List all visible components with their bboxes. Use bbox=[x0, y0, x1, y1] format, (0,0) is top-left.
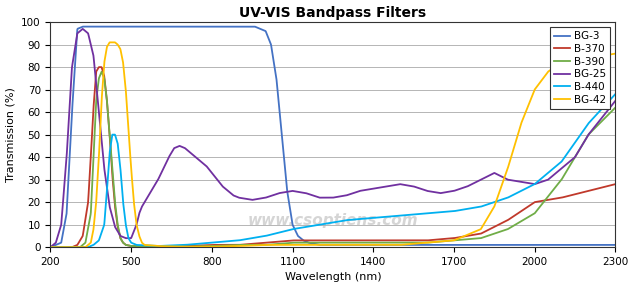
BG-42 bbox=[612, 52, 619, 55]
BG-25 bbox=[595, 119, 603, 123]
B-390 bbox=[321, 241, 329, 245]
B-440 bbox=[595, 110, 603, 114]
B-370 bbox=[95, 65, 103, 69]
BG-42 bbox=[492, 201, 500, 205]
BG-3 bbox=[595, 243, 603, 247]
B-440 bbox=[321, 222, 329, 226]
B-370 bbox=[47, 245, 55, 249]
BG-42 bbox=[595, 55, 603, 58]
BG-25 bbox=[75, 30, 83, 33]
BG-3 bbox=[321, 243, 329, 247]
B-370 bbox=[75, 240, 83, 243]
B-440 bbox=[306, 224, 314, 228]
BG-25 bbox=[612, 99, 619, 103]
BG-42 bbox=[106, 41, 113, 44]
Legend: BG-3, B-370, B-390, BG-25, B-440, BG-42: BG-3, B-370, B-390, BG-25, B-440, BG-42 bbox=[550, 27, 610, 109]
Title: UV-VIS Bandpass Filters: UV-VIS Bandpass Filters bbox=[239, 5, 427, 20]
BG-42 bbox=[307, 243, 314, 247]
BG-3 bbox=[492, 243, 500, 247]
BG-42 bbox=[75, 245, 83, 249]
Line: BG-42: BG-42 bbox=[51, 42, 616, 247]
B-440 bbox=[595, 111, 602, 114]
B-390 bbox=[595, 122, 603, 126]
BG-3 bbox=[612, 243, 619, 247]
B-440 bbox=[612, 92, 619, 96]
BG-25 bbox=[321, 196, 329, 199]
B-370 bbox=[595, 187, 603, 190]
BG-3 bbox=[307, 241, 314, 245]
Line: B-440: B-440 bbox=[51, 94, 616, 247]
B-370 bbox=[321, 239, 329, 242]
B-370 bbox=[595, 186, 603, 190]
B-370 bbox=[307, 239, 314, 242]
B-440 bbox=[491, 200, 499, 204]
BG-25 bbox=[47, 245, 55, 249]
BG-42 bbox=[595, 55, 603, 58]
Y-axis label: Transmission (%): Transmission (%) bbox=[6, 87, 16, 182]
B-370 bbox=[612, 182, 619, 186]
B-390 bbox=[612, 106, 619, 109]
BG-3 bbox=[79, 25, 87, 28]
BG-42 bbox=[47, 245, 55, 249]
X-axis label: Wavelength (nm): Wavelength (nm) bbox=[285, 272, 381, 283]
Text: www.csoptiens.com: www.csoptiens.com bbox=[247, 213, 418, 228]
B-390 bbox=[75, 245, 83, 249]
B-390 bbox=[98, 70, 105, 73]
BG-25 bbox=[79, 27, 86, 31]
B-370 bbox=[492, 225, 500, 228]
BG-42 bbox=[321, 243, 329, 247]
BG-25 bbox=[595, 120, 603, 123]
BG-3 bbox=[595, 243, 603, 247]
B-390 bbox=[492, 232, 500, 235]
B-390 bbox=[47, 245, 55, 249]
Line: B-370: B-370 bbox=[51, 67, 616, 247]
B-440 bbox=[47, 245, 55, 249]
BG-3 bbox=[75, 26, 83, 30]
Line: B-390: B-390 bbox=[51, 72, 616, 247]
BG-25 bbox=[307, 193, 314, 196]
Line: BG-3: BG-3 bbox=[51, 26, 616, 247]
Line: BG-25: BG-25 bbox=[51, 29, 616, 247]
B-440 bbox=[75, 245, 83, 249]
BG-3 bbox=[47, 245, 55, 249]
BG-25 bbox=[492, 172, 500, 175]
B-390 bbox=[307, 241, 314, 245]
B-390 bbox=[595, 122, 603, 126]
